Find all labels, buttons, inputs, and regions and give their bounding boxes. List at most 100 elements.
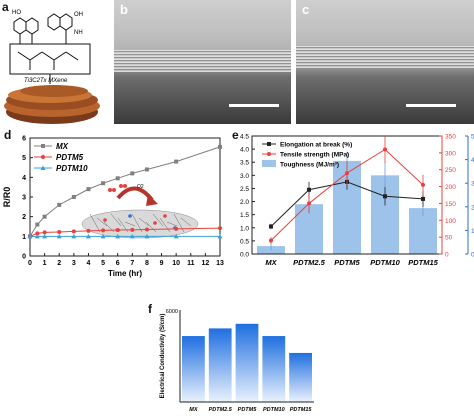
- data-point: [71, 233, 77, 239]
- y-tick-label: 4: [22, 175, 26, 182]
- inset-strand: [180, 217, 192, 227]
- scale-bar: [406, 104, 456, 107]
- inset-strand: [131, 213, 143, 233]
- mxene-stack-image: [4, 85, 100, 124]
- elongation-point: [269, 224, 273, 229]
- data-point: [218, 226, 222, 231]
- x-tick-label: PDTM10: [263, 407, 285, 413]
- x-tick-label: 2: [57, 260, 61, 267]
- y-tick-label: 6000: [166, 309, 178, 315]
- tensile-point: [421, 182, 425, 187]
- legend-label: Elongation at break (%): [280, 142, 352, 149]
- inset-strand: [166, 221, 178, 227]
- y3-tick-label: 3: [471, 181, 474, 188]
- x-tick-label: 3: [72, 260, 76, 267]
- y-tick-label: 3.0: [240, 173, 249, 180]
- chart-e: 0.00.51.01.52.02.53.03.54.04.50501001502…: [240, 134, 474, 268]
- y3-tick-label: 5: [471, 134, 474, 141]
- conductivity-bar: [235, 323, 259, 402]
- panel-c-label: c: [302, 2, 310, 17]
- x-tick-label: MX: [189, 407, 198, 413]
- panel-c-sem-image: c: [296, 0, 474, 124]
- y-tick-label: 6: [22, 136, 26, 143]
- y-tick-label: 2.5: [240, 186, 249, 193]
- data-point: [173, 233, 179, 239]
- conductivity-bar: [208, 328, 232, 402]
- data-point: [57, 230, 62, 235]
- y-tick-label: 5: [22, 155, 26, 162]
- y-tick-label: 1.5: [240, 212, 249, 219]
- data-point: [71, 229, 76, 234]
- legend-label: MX: [56, 142, 69, 151]
- y3-tick-label: 1: [471, 228, 474, 235]
- y3-tick-label: 4: [471, 157, 474, 164]
- y-tick-label: 0.5: [240, 238, 249, 245]
- data-point: [57, 202, 62, 207]
- x-tick-label: 7: [130, 260, 134, 267]
- x-tick-label: 6: [116, 260, 120, 267]
- y-tick-label: 0.0: [240, 252, 249, 259]
- conductivity-bar: [289, 352, 312, 402]
- x-tick-label: 0: [28, 260, 32, 267]
- x-tick-label: PDTM10: [370, 258, 400, 267]
- panel-b-label: b: [120, 2, 128, 17]
- data-point: [115, 228, 120, 233]
- x-tick-label: 9: [160, 260, 164, 267]
- data-point: [34, 233, 40, 239]
- o2-molecule: [123, 184, 127, 188]
- tensile-point: [383, 147, 387, 152]
- y2-tick-label: 100: [445, 218, 456, 225]
- data-point: [144, 227, 149, 232]
- data-point: [100, 233, 106, 239]
- y-tick-label: 0: [22, 254, 26, 261]
- data-point: [218, 144, 222, 149]
- panel-a-label: a: [2, 0, 9, 14]
- tensile-point: [345, 171, 349, 176]
- elongation-point: [421, 196, 425, 201]
- inset-strand: [124, 221, 136, 227]
- x-tick-label: PDTM2.5: [293, 258, 326, 267]
- inset-strand: [152, 213, 164, 227]
- inset-strand: [159, 217, 171, 233]
- legend-marker: [267, 152, 271, 156]
- inset-strand: [138, 217, 150, 227]
- x-tick-label: PDTM5: [238, 407, 258, 413]
- x-tick-label: MX: [265, 258, 277, 267]
- y-tick-label: 1: [22, 234, 26, 241]
- tensile-point: [269, 238, 273, 243]
- inset-strand: [145, 221, 157, 233]
- inset-strand: [96, 217, 108, 227]
- data-point: [56, 233, 62, 239]
- elongation-point: [307, 187, 311, 192]
- mxene-formula: Ti3C2Tx MXene: [24, 78, 68, 84]
- data-point: [144, 233, 150, 239]
- y3-tick-label: 2: [471, 204, 474, 211]
- legend-marker: [41, 155, 45, 159]
- inset-dot: [103, 218, 107, 222]
- conductivity-bar: [182, 336, 205, 402]
- x-tick-label: PDTM2.5: [209, 407, 233, 413]
- y2-tick-label: 150: [445, 201, 456, 208]
- data-point: [115, 233, 121, 239]
- data-point: [101, 181, 106, 186]
- y-tick-label: 3.5: [240, 160, 249, 167]
- data-point: [101, 228, 106, 233]
- y-axis-label: Electrical Conductivity (S/cm): [160, 314, 166, 399]
- legend-label: PDTM5: [56, 153, 84, 162]
- y-axis-label: R/R0: [2, 187, 12, 208]
- panel-e-label: e: [232, 128, 239, 142]
- elongation-point: [383, 194, 387, 199]
- o2-molecule: [119, 184, 123, 188]
- x-tick-label: PDTM15: [290, 407, 313, 413]
- data-point: [35, 222, 40, 227]
- x-tick-label: 8: [145, 260, 149, 267]
- data-point: [129, 233, 135, 239]
- nh-text: NH: [74, 30, 83, 36]
- legend-label: Tensile strength (MPa): [280, 152, 349, 159]
- y2-tick-label: 300: [445, 150, 456, 157]
- legend-label: PDTM10: [56, 164, 88, 173]
- oh-text: OH: [74, 12, 83, 18]
- y-tick-label: 3: [22, 195, 26, 202]
- y2-tick-label: 0: [445, 252, 449, 259]
